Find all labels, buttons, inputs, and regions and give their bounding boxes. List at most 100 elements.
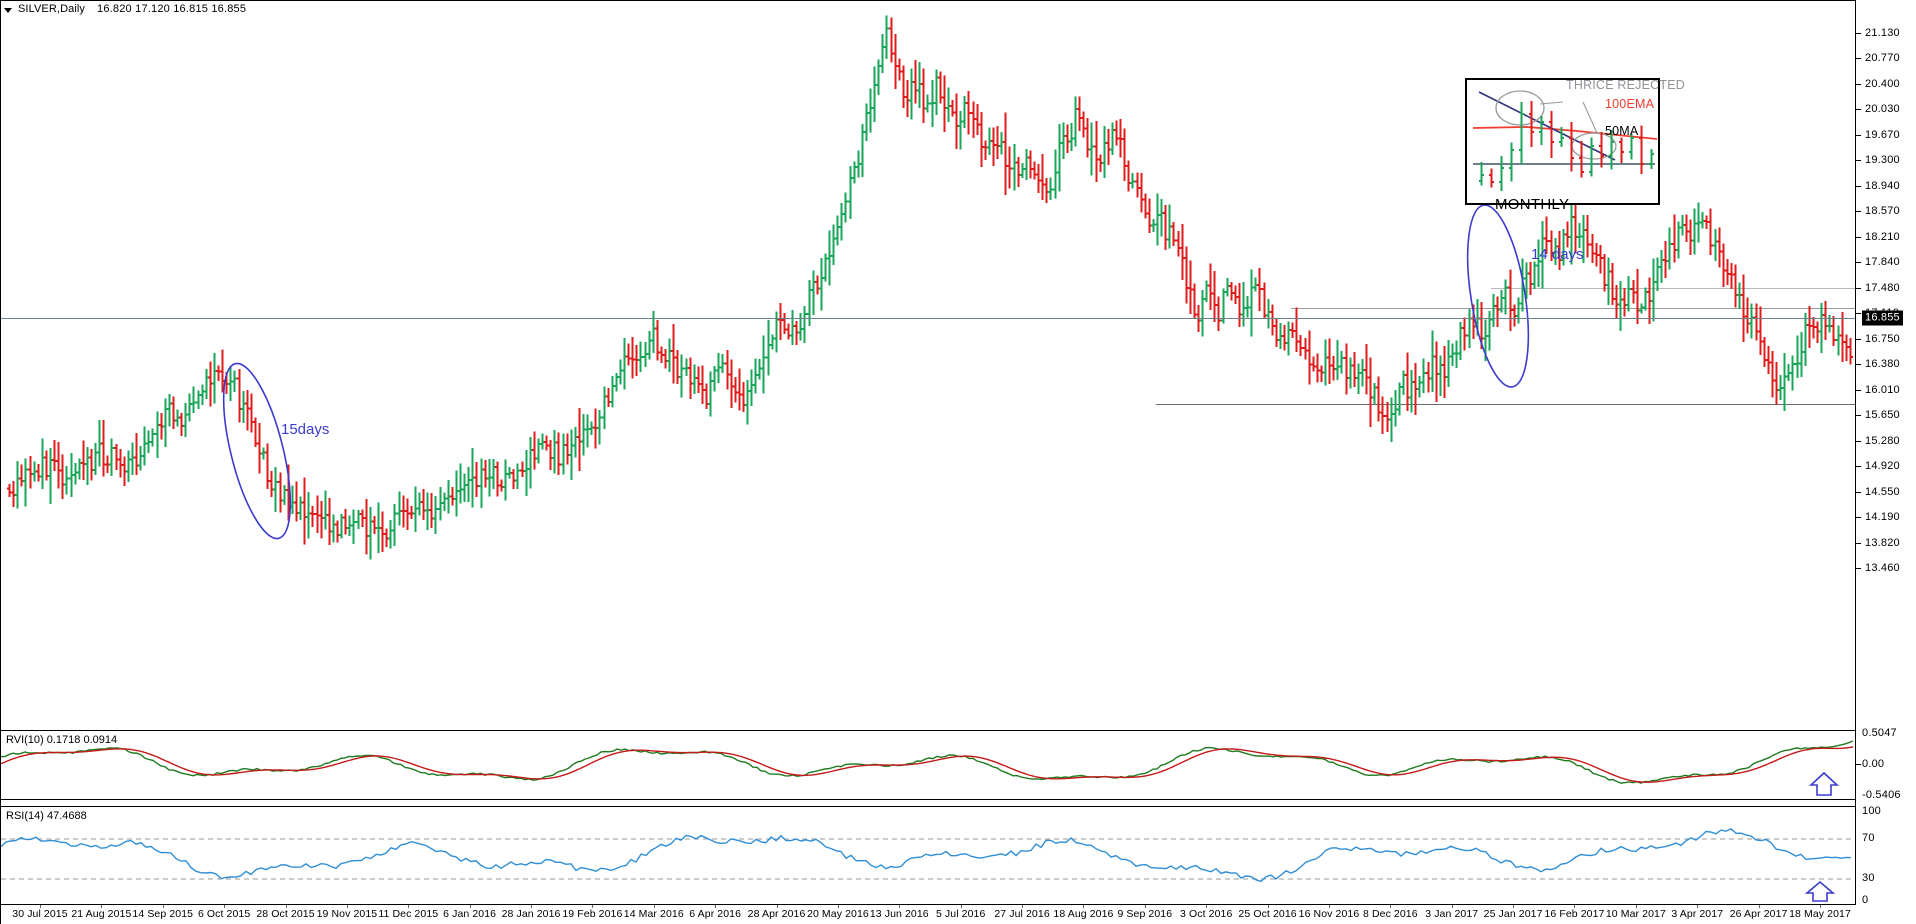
- price-tick-label: 16.750: [1865, 332, 1900, 345]
- price-tick-label: 18.940: [1865, 179, 1900, 192]
- triangle-down-icon[interactable]: [4, 7, 12, 13]
- date-tick: [1574, 905, 1576, 908]
- date-tick-label: 3 Jan 2017: [1425, 908, 1479, 920]
- price-tick: [1856, 134, 1861, 136]
- annotation-15days: 15days: [281, 421, 330, 438]
- date-tick-label: 28 Oct 2015: [256, 908, 315, 920]
- price-tick: [1856, 287, 1861, 289]
- price-scale[interactable]: 21.130 20.770 20.400 20.030 19.670 19.300 18.9…: [1856, 0, 1916, 924]
- rsi-tick-label: 0: [1862, 894, 1869, 906]
- symbol-label: SILVER,Daily: [18, 3, 86, 15]
- date-tick-label: 6 Jan 2016: [443, 908, 497, 920]
- date-tick: [1758, 905, 1760, 908]
- price-tick: [1856, 160, 1861, 162]
- date-tick: [715, 905, 717, 908]
- price-tick-label: 14.920: [1865, 460, 1900, 473]
- leader-line-1: [1539, 101, 1564, 105]
- date-tick: [1513, 905, 1515, 908]
- price-tick-label: 15.280: [1865, 434, 1900, 447]
- rvi-series: [1, 740, 1854, 796]
- price-tick: [1856, 33, 1861, 34]
- monthly-inset-chart[interactable]: [1465, 78, 1660, 205]
- date-tick: [531, 905, 533, 908]
- price-tick: [1856, 389, 1861, 391]
- chart-header: SILVER,Daily 16.820 17.120 16.815 16.855: [4, 3, 246, 15]
- date-tick: [224, 905, 226, 908]
- support-line-1: [1156, 404, 1855, 405]
- rejection-ellipse-1: [1495, 90, 1545, 126]
- date-tick: [776, 905, 778, 908]
- rsi-series: [1, 827, 1855, 902]
- price-tick-label: 16.010: [1865, 383, 1900, 396]
- date-tick-label: 6 Oct 2015: [197, 908, 251, 920]
- inset-label-50ma: 50MA: [1605, 124, 1639, 138]
- price-tick: [1856, 338, 1861, 340]
- price-tick-label: 21.130: [1865, 27, 1900, 39]
- price-tick: [1856, 364, 1861, 366]
- date-tick-label: 5 Jul 2016: [935, 908, 986, 920]
- price-tick: [1856, 313, 1861, 315]
- date-tick: [1390, 905, 1392, 908]
- date-tick: [101, 905, 103, 908]
- rsi-label: RSI(14) 47.4688: [6, 810, 87, 822]
- current-price-badge: 16.855: [1862, 310, 1903, 326]
- cycle-markers: [222, 204, 1530, 540]
- price-tick-label: 17.840: [1865, 256, 1900, 269]
- date-tick: [1820, 905, 1821, 908]
- rvi-tick: [1856, 764, 1861, 765]
- date-tick: [346, 905, 348, 908]
- price-tick-label: 20.400: [1865, 77, 1900, 90]
- date-tick-label: 25 Jan 2017: [1483, 908, 1543, 920]
- price-tick: [1856, 83, 1861, 85]
- date-tick-label: 16 Nov 2016: [1298, 908, 1360, 920]
- rvi-tick-label: 0.5047: [1862, 727, 1897, 739]
- date-tick: [837, 905, 839, 908]
- rsi-tick-label: 100: [1862, 805, 1881, 817]
- price-tick-label: 18.210: [1865, 230, 1900, 243]
- date-tick: [960, 905, 962, 908]
- date-tick-label: 3 Oct 2016: [1180, 908, 1233, 920]
- monthly-inset-series: [1472, 90, 1658, 191]
- rvi-pane[interactable]: RVI(10) 0.1718 0.0914: [1, 730, 1855, 800]
- date-tick: [1144, 905, 1146, 908]
- price-pane[interactable]: 15days 14 days: [1, 1, 1855, 727]
- date-tick-label: 28 Apr 2016: [747, 908, 806, 920]
- date-tick-label: 20 May 2016: [807, 908, 869, 920]
- price-tick: [1856, 109, 1861, 111]
- date-tick-label: 3 Apr 2017: [1671, 908, 1724, 920]
- date-tick-label: 16 Feb 2017: [1544, 908, 1605, 920]
- date-tick: [162, 905, 164, 908]
- rvi-up-arrow-icon: [1808, 771, 1840, 796]
- price-tick-label: 18.570: [1865, 205, 1900, 218]
- ema100-line: [1472, 126, 1658, 140]
- inset-label-100ema: 100EMA: [1605, 97, 1655, 111]
- inset-label-thrice-rejected: THRICE REJECTED: [1566, 78, 1685, 92]
- date-tick: [40, 905, 41, 908]
- annotation-14days: 14 days: [1531, 246, 1584, 263]
- rsi-main-line: [1, 827, 1852, 883]
- price-tick-label: 20.030: [1865, 103, 1900, 116]
- price-tick-label: 15.650: [1865, 409, 1900, 422]
- price-tick-label: 13.460: [1865, 562, 1900, 574]
- rvi-label: RVI(10) 0.1718 0.0914: [6, 734, 118, 746]
- ohlc-values: 16.820 17.120 16.815 16.855: [97, 3, 247, 15]
- price-tick-label: 19.300: [1865, 154, 1900, 167]
- date-axis[interactable]: 30 Jul 2015 21 Aug 2015 14 Sep 2015 6 Oct 2…: [0, 905, 1856, 924]
- rsi-tick-label: 30: [1862, 872, 1875, 884]
- date-tick-label: 8 Dec 2016: [1362, 908, 1418, 920]
- date-tick-label: 28 Jan 2016: [501, 908, 561, 920]
- date-tick-label: 9 Sep 2016: [1117, 908, 1173, 920]
- rsi-tick-label: 70: [1862, 832, 1875, 844]
- date-tick: [285, 905, 287, 908]
- date-tick: [469, 905, 471, 908]
- price-tick-label: 17.480: [1865, 281, 1900, 294]
- date-tick: [653, 905, 655, 908]
- date-tick: [1267, 905, 1269, 908]
- rsi-pane[interactable]: RSI(14) 47.4688: [1, 806, 1855, 904]
- date-tick-label: 14 Sep 2015: [132, 908, 194, 920]
- inset-label-monthly: MONTHLY: [1495, 196, 1570, 213]
- date-tick: [1083, 905, 1085, 908]
- frame-border-right: [1855, 0, 1856, 905]
- cycle-ellipse-left: [222, 362, 292, 540]
